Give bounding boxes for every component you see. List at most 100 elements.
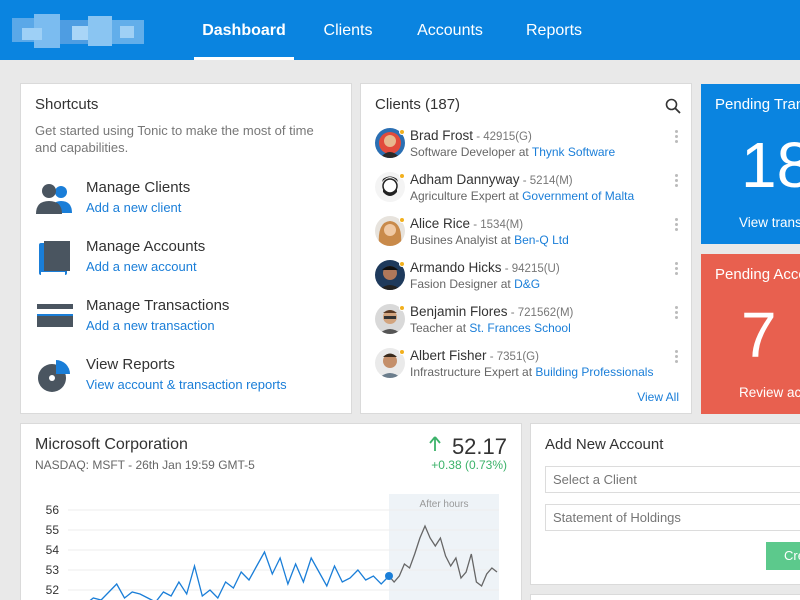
pending-accounts-title: Pending Accounts — [715, 266, 800, 283]
client-id: - 5214(M) — [519, 175, 573, 187]
client-row[interactable]: Adham Dannyway - 5214(M) Agriculture Exp… — [361, 172, 689, 216]
client-org-link[interactable]: Building Professionals — [535, 365, 654, 379]
y-tick-label: 52 — [46, 583, 60, 597]
client-name: Adham Dannyway — [410, 172, 520, 187]
pending-transactions-count: 18 — [741, 129, 800, 201]
manage-transactions-title: Manage Transactions — [86, 297, 230, 314]
client-row[interactable]: Armando Hicks - 94215(U) Fasion Designer… — [361, 260, 689, 304]
shortcuts-intro: Get started using Tonic to make the most… — [35, 123, 314, 155]
view-reports-title: View Reports — [86, 356, 175, 373]
tab-accounts-label: Accounts — [417, 22, 483, 39]
client-id: - 1534(M) — [470, 219, 524, 231]
review-accounts-link[interactable]: Review accounts — [739, 385, 800, 400]
shortcuts-card: Shortcuts Get started using Tonic to mak… — [20, 83, 352, 414]
client-id: - 7351(G) — [486, 351, 539, 363]
client-select-field[interactable] — [545, 466, 800, 493]
book-icon — [35, 239, 75, 279]
create-account-button[interactable]: Create — [766, 542, 800, 570]
clients-card: Clients (187) Brad Frost - 42915(G) Soft… — [360, 83, 692, 414]
stock-ticker-line: NASDAQ: MSFT - 26th Jan 19:59 GMT-5 — [35, 458, 255, 472]
client-row[interactable]: Brad Frost - 42915(G) Software Developer… — [361, 128, 689, 172]
search-icon[interactable] — [665, 98, 681, 114]
arrow-up-icon — [429, 436, 441, 452]
more-options-icon[interactable] — [675, 174, 679, 188]
client-role: Infrastructure Expert at — [410, 365, 536, 379]
after-hours-line — [388, 524, 498, 588]
after-hours-region — [389, 494, 499, 600]
more-options-icon[interactable] — [675, 130, 679, 144]
credit-card-icon — [35, 296, 75, 336]
add-client-link[interactable]: Add a new client — [86, 200, 182, 215]
view-all-clients-link[interactable]: View All — [637, 390, 679, 404]
tab-accounts[interactable]: Accounts — [404, 0, 496, 60]
pending-accounts-count: 7 — [741, 299, 777, 371]
status-indicator — [399, 305, 405, 311]
y-tick-label: 53 — [46, 563, 60, 577]
pie-chart-icon — [35, 356, 75, 396]
client-org-link[interactable]: Thynk Software — [531, 145, 616, 159]
shortcuts-title: Shortcuts — [35, 96, 99, 113]
view-transactions-link[interactable]: View transactions — [739, 215, 800, 230]
avatar — [375, 172, 405, 202]
more-options-icon[interactable] — [675, 218, 679, 232]
client-name: Armando Hicks — [410, 260, 502, 275]
view-reports-link[interactable]: View account & transaction reports — [86, 377, 287, 392]
client-role: Software Developer at — [410, 145, 532, 159]
stock-price: 52.17 — [451, 434, 507, 459]
add-transaction-link[interactable]: Add a new transaction — [86, 318, 215, 333]
avatar — [375, 128, 405, 158]
holdings-field[interactable] — [545, 504, 800, 531]
tab-clients-label: Clients — [323, 22, 373, 39]
client-role: Teacher at — [410, 321, 470, 335]
status-indicator — [399, 129, 405, 135]
tab-clients[interactable]: Clients — [314, 0, 382, 60]
users-icon — [35, 179, 75, 219]
more-options-icon[interactable] — [675, 262, 679, 276]
tab-dashboard[interactable]: Dashboard — [194, 0, 294, 60]
client-org-link[interactable]: Government of Malta — [522, 189, 635, 203]
client-row[interactable]: Alice Rice - 1534(M) Busines Analyist at… — [361, 216, 689, 260]
status-indicator — [399, 217, 405, 223]
client-id: - 721562(M) — [507, 307, 574, 319]
tab-dashboard-label: Dashboard — [202, 22, 286, 39]
client-name: Brad Frost — [410, 128, 474, 143]
client-org-link[interactable]: D&G — [514, 277, 541, 291]
status-indicator — [399, 261, 405, 267]
tab-reports[interactable]: Reports — [514, 0, 594, 60]
stock-company-name: Microsoft Corporation — [35, 436, 188, 453]
add-account-card: Add New Account Create — [530, 423, 800, 585]
after-hours-label: After hours — [420, 499, 469, 510]
pending-transactions-tile[interactable]: Pending Transactions 18 View transaction… — [701, 84, 800, 244]
client-row[interactable]: Albert Fisher - 7351(G) Infrastructure E… — [361, 348, 689, 392]
more-options-icon[interactable] — [675, 306, 679, 320]
client-role: Fasion Designer at — [410, 277, 515, 291]
pending-transactions-title: Pending Transactions — [715, 96, 800, 113]
current-price-marker — [385, 572, 393, 580]
clients-title: Clients (187) — [375, 96, 461, 113]
regular-hours-line — [89, 550, 390, 600]
status-indicator — [399, 349, 405, 355]
client-name: Albert Fisher — [410, 348, 487, 363]
client-org-link[interactable]: Ben-Q Ltd — [514, 233, 569, 247]
client-org-link[interactable]: St. Frances School — [469, 321, 571, 335]
more-options-icon[interactable] — [675, 350, 679, 364]
client-row[interactable]: Benjamin Flores - 721562(M) Teacher at S… — [361, 304, 689, 348]
manage-clients-title: Manage Clients — [86, 179, 191, 196]
add-account-title: Add New Account — [545, 436, 664, 453]
client-role: Agriculture Expert at — [410, 189, 523, 203]
top-navigation-bar: Dashboard Clients Accounts Reports — [0, 0, 800, 60]
app-logo[interactable] — [12, 14, 144, 48]
client-id: - 42915(G) — [473, 131, 532, 143]
client-role: Busines Analyist at — [410, 233, 515, 247]
active-tab-indicator — [194, 57, 294, 60]
client-id: - 94215(U) — [501, 263, 560, 275]
manage-accounts-title: Manage Accounts — [86, 238, 206, 255]
add-account-link[interactable]: Add a new account — [86, 259, 197, 274]
stock-price-chart[interactable]: After hours 56 55 54 53 52 — [21, 494, 521, 600]
pending-accounts-tile[interactable]: Pending Accounts 7 Review accounts — [701, 254, 800, 414]
y-tick-label: 55 — [46, 523, 60, 537]
stock-card: Microsoft Corporation NASDAQ: MSFT - 26t… — [20, 423, 522, 600]
avatar — [375, 216, 405, 246]
y-tick-label: 56 — [46, 503, 60, 517]
client-name: Alice Rice — [410, 216, 471, 231]
